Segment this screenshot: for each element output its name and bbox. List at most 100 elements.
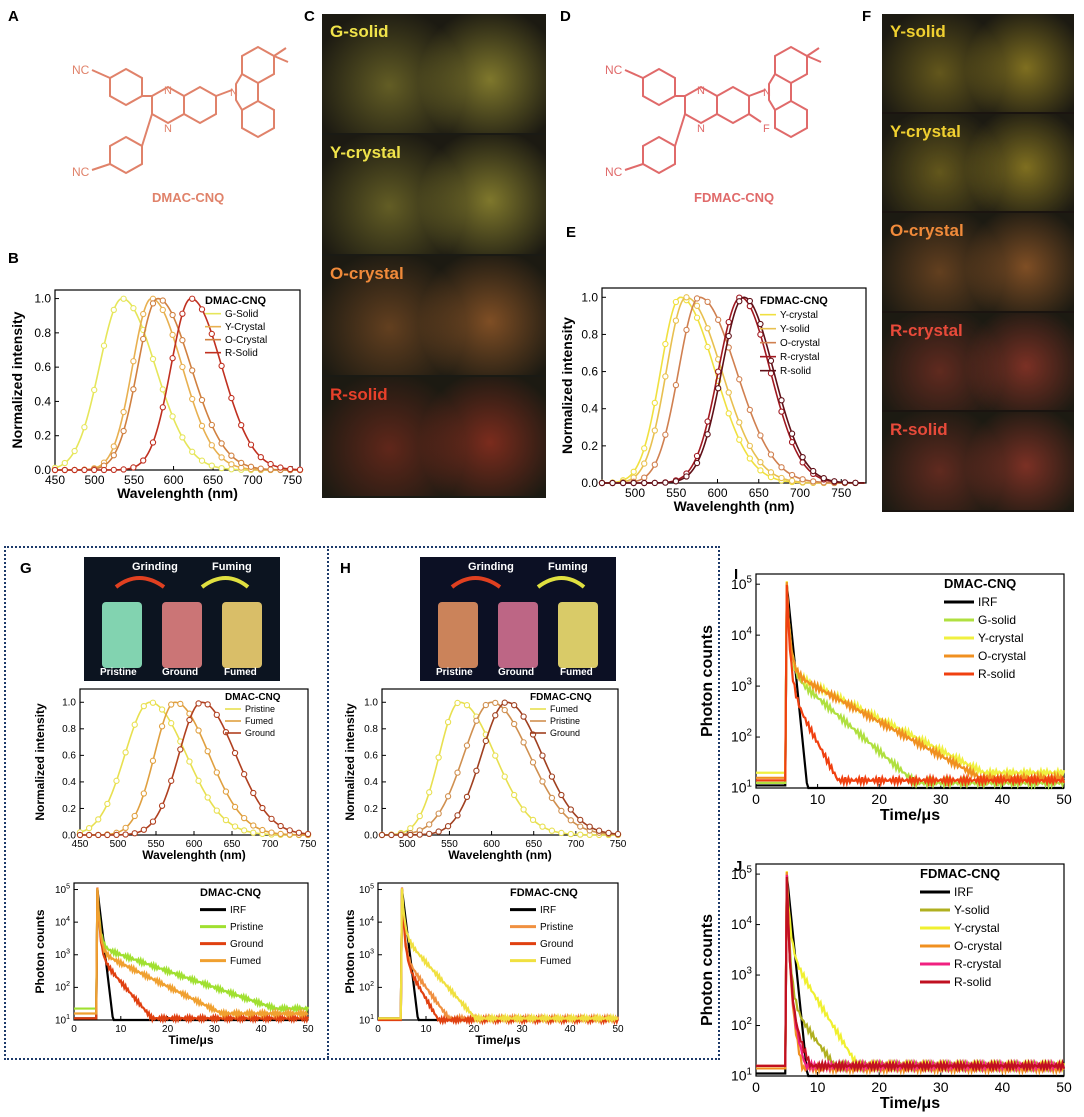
- y-tick-label: 0.0: [62, 830, 76, 841]
- data-point: [228, 394, 235, 402]
- data-point: [662, 479, 669, 486]
- series-line-irf: [756, 584, 1064, 790]
- x-tick-label: 0: [752, 791, 760, 807]
- data-point: [704, 431, 711, 438]
- data-point: [286, 827, 293, 834]
- legend-entry: Fumed: [540, 956, 571, 967]
- data-point: [113, 831, 120, 839]
- series-line-ground: [378, 887, 620, 1026]
- legend-entry: Pristine: [550, 716, 580, 726]
- y-tick-label: 0.8: [581, 327, 598, 341]
- data-point: [630, 479, 637, 487]
- photo-row-y-solid: Y-solid: [882, 14, 1074, 112]
- data-point: [140, 826, 147, 833]
- data-point: [852, 479, 859, 486]
- photo-row-r-solid: R-solid: [882, 412, 1074, 510]
- photo-label: Y-solid: [890, 22, 946, 41]
- data-point: [539, 823, 546, 830]
- y-axis-label: Normalized intensity: [33, 703, 47, 821]
- x-tick-label: 20: [871, 1079, 887, 1095]
- data-point: [177, 746, 184, 753]
- x-tick-label: 650: [525, 839, 542, 850]
- data-point: [140, 457, 147, 464]
- data-point: [189, 367, 196, 374]
- x-tick-label: 30: [516, 1024, 528, 1035]
- data-point: [131, 830, 138, 837]
- data-point: [268, 815, 275, 823]
- legend-title: DMAC-CNQ: [200, 887, 262, 899]
- y-tick-label: 105: [359, 883, 374, 896]
- y-tick-exponent: 4: [747, 915, 753, 926]
- x-tick-label: 50: [1056, 1079, 1072, 1095]
- x-tick-label: 500: [85, 473, 105, 487]
- x-axis-label: Wavelenghth (nm): [142, 848, 246, 862]
- data-point: [51, 466, 59, 474]
- data-point: [672, 317, 680, 324]
- x-tick-label: 30: [933, 1079, 949, 1095]
- y-tick-label: 103: [55, 949, 70, 962]
- y-tick-label: 0.2: [581, 439, 598, 453]
- data-point: [149, 439, 157, 446]
- data-point: [122, 824, 129, 831]
- vial-fumed-label: Fumed: [560, 667, 593, 678]
- dmac-cnq-structure: NC NC N N N: [72, 45, 289, 179]
- photo-row-o-crystal: O-crystal: [882, 213, 1074, 311]
- data-point: [704, 418, 711, 425]
- vial-ground-label: Ground: [498, 667, 535, 678]
- legend-entry: Ground: [540, 939, 573, 950]
- data-point: [820, 474, 827, 482]
- legend-entry: R-crystal: [954, 957, 1001, 971]
- data-point: [693, 314, 701, 321]
- chart-h-pl: 500 550 600 650 700 750 0.0 0.2 0.4 0.6 0.8 1.0 Wave…: [343, 688, 627, 862]
- y-tick-label: 103: [731, 676, 753, 693]
- data-point: [228, 466, 235, 473]
- data-point: [113, 777, 120, 784]
- data-point: [778, 464, 785, 471]
- y-tick-label: 1.0: [364, 698, 378, 709]
- data-point: [683, 294, 690, 301]
- data-point: [61, 466, 68, 474]
- data-point: [577, 823, 584, 830]
- photo-label: R-solid: [890, 420, 948, 440]
- data-point: [841, 479, 849, 486]
- data-point: [241, 827, 248, 834]
- x-tick-label: 500: [399, 839, 416, 850]
- data-point: [501, 773, 508, 780]
- legend-entry: O-Crystal: [225, 335, 267, 346]
- y-tick-label: 0.4: [364, 777, 378, 788]
- data-point: [641, 460, 648, 467]
- data-point: [110, 443, 117, 450]
- data-point: [228, 452, 235, 459]
- x-tick-label: 450: [72, 839, 89, 850]
- data-point: [736, 376, 743, 383]
- data-point: [95, 831, 102, 839]
- legend-title: FDMAC-CNQ: [920, 866, 1000, 881]
- fdmac-cnq-name: FDMAC-CNQ: [694, 190, 775, 205]
- data-point: [104, 800, 111, 808]
- series-line-fumed: [378, 888, 619, 1024]
- data-point: [492, 752, 499, 759]
- x-tick-label: 650: [203, 473, 223, 487]
- panel-label-c: C: [304, 8, 315, 25]
- data-point: [222, 816, 230, 824]
- data-point: [435, 828, 442, 835]
- legend-entry: O-crystal: [780, 338, 820, 349]
- data-point: [250, 789, 257, 797]
- data-point: [149, 355, 157, 363]
- y-tick-exponent: 2: [66, 981, 70, 988]
- data-point: [567, 806, 574, 813]
- data-point: [454, 769, 461, 776]
- y-axis-label: Normalized intensity: [560, 317, 575, 454]
- data-point: [831, 478, 838, 485]
- y-tick-label: 0.2: [62, 804, 76, 815]
- y-tick-exponent: 5: [747, 575, 753, 586]
- photo-row-y-crystal: Y-crystal: [882, 113, 1074, 212]
- data-point: [704, 343, 711, 351]
- x-tick-label: 50: [302, 1024, 314, 1035]
- photo-row-r-crystal: R-crystal: [882, 312, 1074, 411]
- y-tick-label: 0.6: [581, 365, 598, 379]
- data-point: [416, 831, 423, 838]
- n-atom-1: N: [697, 85, 705, 97]
- legend-entry: R-crystal: [780, 352, 819, 363]
- data-point: [426, 830, 433, 837]
